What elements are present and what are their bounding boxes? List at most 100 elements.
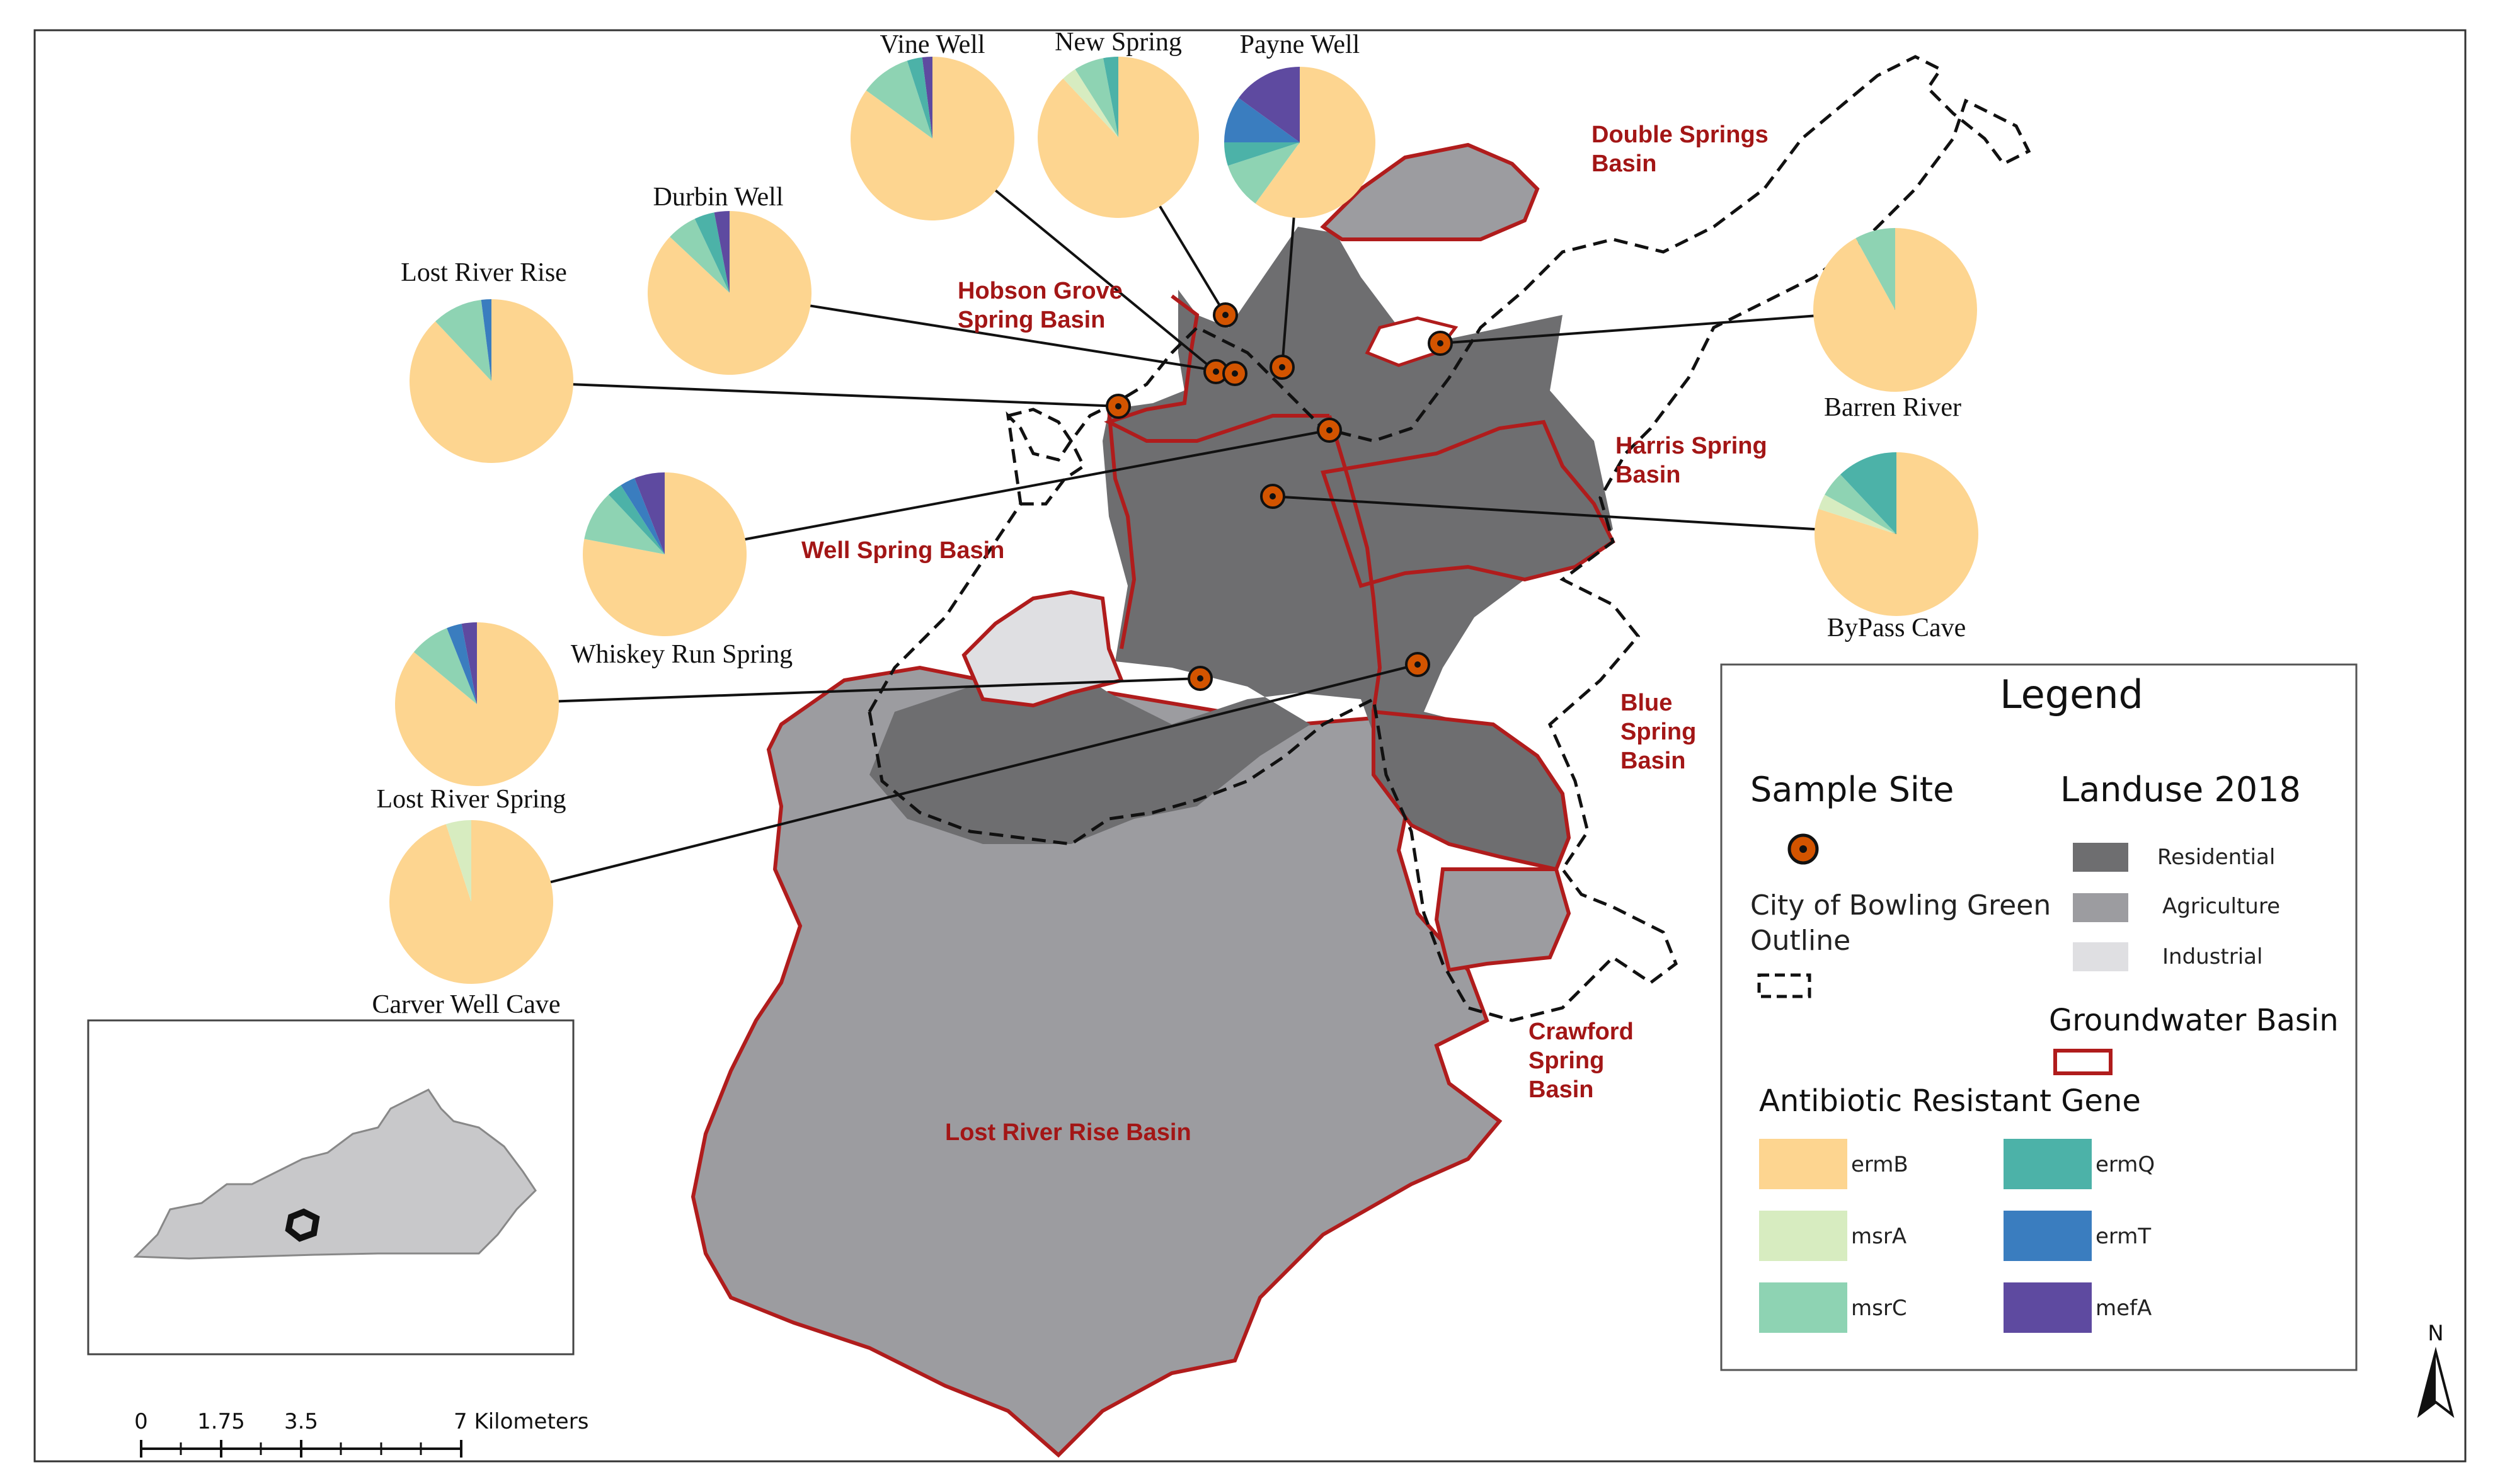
pie-lost-river-spring (395, 622, 559, 787)
pie-new-spring (1037, 57, 1199, 218)
crawford-spring-basin (1434, 867, 1571, 973)
pie-durbin-well (648, 211, 812, 375)
label-lost-river-rise: Lost River Rise (401, 258, 567, 287)
legend-industrial-swatch (2073, 942, 2128, 971)
basin-divider-west (1107, 409, 1137, 649)
sample-site-new-spring (1213, 302, 1238, 328)
label-crawford-spring-basin: Crawford Spring Basin (1528, 1019, 1640, 1103)
sample-site-dot (1326, 427, 1333, 433)
sample-site-dot (1213, 368, 1219, 375)
legend-groundwater-title: Groundwater Basin (2049, 1003, 2339, 1038)
legend-swatch-ermB (1759, 1139, 1847, 1189)
slice-msrC (584, 494, 665, 554)
legend-swatch-ermT (2004, 1211, 2092, 1261)
slice-ermB (395, 622, 559, 787)
double-springs-basin (1320, 142, 1540, 241)
label-lost-river-spring: Lost River Spring (377, 785, 566, 814)
label-new-spring: New Spring (1055, 28, 1182, 57)
sample-site-dot (1232, 370, 1238, 377)
slice-ermB (583, 472, 747, 636)
slice-msrC (670, 219, 730, 293)
slice-mefA (461, 622, 477, 704)
sample-site-lost-river-rise (1106, 394, 1131, 419)
sample-site-dot (1437, 340, 1443, 346)
label-bypass-cave: ByPass Cave (1827, 614, 1966, 642)
legend-label-msrA: msrA (1851, 1224, 1907, 1249)
hobson-grove-basin (1104, 294, 1329, 443)
slice-msrC (435, 300, 491, 381)
slice-ermT (481, 299, 491, 381)
city-outline-layer (868, 55, 2031, 1022)
slice-ermQ (907, 57, 932, 139)
inset-map (87, 1019, 575, 1356)
legend-residential-swatch (2073, 843, 2128, 872)
pie-bypass-cave (1815, 452, 1978, 616)
connector-bypass-cave (1272, 495, 1897, 535)
slice-ermT (1224, 98, 1300, 142)
label-double-springs-basin: Double Springs Basin (1591, 122, 1775, 177)
sample-site-dot (1279, 364, 1285, 370)
north-arrow: N (2417, 1321, 2455, 1418)
slice-ermT (621, 478, 665, 554)
scale-label-7-km: 7 Kilometers (454, 1409, 588, 1434)
connector-durbin-well (729, 292, 1236, 375)
slice-ermQ (609, 485, 665, 554)
pie-barren-river (1813, 228, 1977, 392)
sample-site-payne-well (1270, 355, 1295, 380)
legend-agriculture-swatch (2073, 893, 2128, 922)
lost-river-rise-basin (691, 665, 1503, 1458)
slice-mefA (1238, 67, 1300, 142)
connector-whiskey-run-spring (664, 429, 1330, 556)
label-blue-spring-basin: Blue Spring Basin (1620, 690, 1703, 774)
legend-swatch-mefA (2004, 1282, 2092, 1333)
slice-ermB (410, 299, 573, 463)
slice-msrA (1063, 69, 1118, 137)
sample-site-dot (1270, 493, 1276, 499)
legend-label-ermQ: ermQ (2096, 1152, 2155, 1177)
kentucky-state-shape (133, 1088, 537, 1260)
slice-msrC (1227, 142, 1300, 204)
sample-site-barren-river (1428, 331, 1453, 356)
legend-sample-site-title: Sample Site (1750, 770, 1954, 809)
legend-residential-label: Residential (2157, 845, 2275, 870)
slice-mefA (922, 57, 932, 139)
sample-site-icon-center (1799, 845, 1807, 853)
gene-legend-items: ermB ermQ msrA ermT msrC mefA (1759, 1139, 2155, 1333)
slice-msrC (1855, 228, 1895, 310)
slice-ermT (447, 624, 477, 704)
legend-swatch-ermQ (2004, 1139, 2092, 1189)
sample-site-layer (1106, 302, 1453, 691)
connector-lost-river-rise (491, 380, 1119, 408)
label-whiskey-run-spring: Whiskey Run Spring (571, 640, 793, 669)
pie-vine-well (851, 57, 1014, 220)
sample-site-dot (1414, 661, 1421, 668)
slice-msrA (445, 820, 471, 902)
legend-label-ermT: ermT (2096, 1224, 2151, 1249)
legend-swatch-msrC (1759, 1282, 1847, 1333)
slice-ermQ (1224, 142, 1300, 166)
slice-msrA (1818, 494, 1896, 534)
well-spring-basin (961, 590, 1125, 708)
sample-site-bypass-cave (1260, 484, 1285, 509)
legend-landuse-title: Landuse 2018 (2060, 770, 2301, 809)
label-hobson-grove-basin: Hobson Grove Spring Basin (958, 278, 1129, 333)
scale-label-3-5: 3.5 (284, 1409, 318, 1434)
label-lost-river-rise-basin: Lost River Rise Basin (945, 1119, 1191, 1146)
site-labels: Vine Well New Spring Payne Well Durbin W… (372, 28, 1966, 1019)
scale-bar: 0 1.75 3.5 7 Kilometers (134, 1409, 588, 1458)
legend-industrial-label: Industrial (2162, 944, 2262, 969)
legend: Legend Sample Site Landuse 2018 Resident… (1720, 663, 2358, 1371)
city-outline-west-arm (1007, 408, 1086, 506)
city-outline (868, 55, 2031, 1022)
label-well-spring-basin: Well Spring Basin (801, 537, 1004, 564)
sample-site-dot (1222, 312, 1229, 318)
connector-carver-well-cave (471, 663, 1418, 903)
sample-site-dot (1197, 675, 1203, 682)
slice-ermB (389, 820, 554, 984)
legend-swatch-msrA (1759, 1211, 1847, 1261)
label-harris-spring-basin: Harris Spring Basin (1615, 433, 1774, 488)
pie-lost-river-rise (410, 299, 573, 463)
pie-payne-well (1224, 67, 1375, 218)
pie-layer (389, 57, 1978, 984)
